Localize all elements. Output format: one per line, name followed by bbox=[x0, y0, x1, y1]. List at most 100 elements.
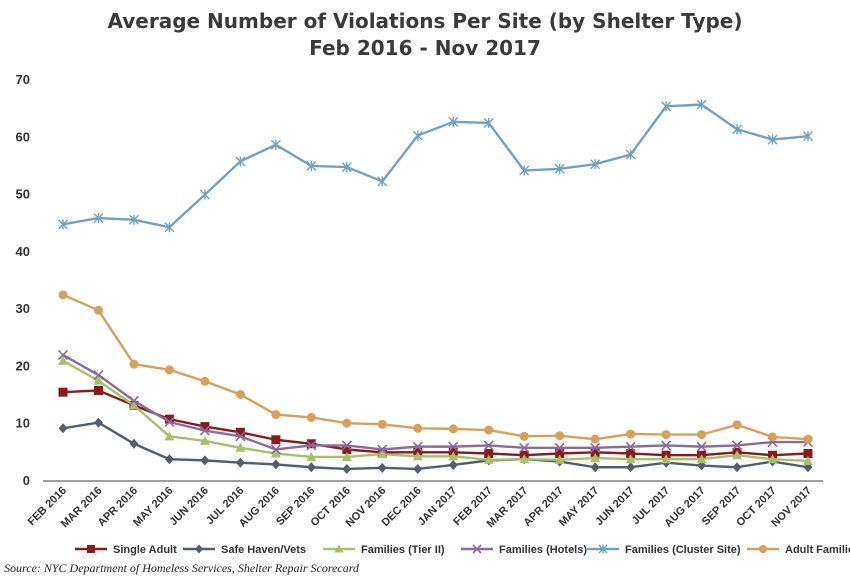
data-point bbox=[306, 451, 317, 461]
data-point bbox=[164, 365, 174, 375]
series-line bbox=[62, 353, 808, 451]
data-point bbox=[58, 355, 68, 365]
data-point bbox=[334, 544, 344, 553]
data-point bbox=[164, 414, 174, 424]
y-tick-label: 70 bbox=[16, 72, 30, 87]
data-point bbox=[271, 435, 281, 445]
data-point bbox=[199, 189, 210, 200]
data-point bbox=[554, 163, 565, 174]
data-point bbox=[732, 462, 742, 473]
data-point bbox=[448, 116, 459, 127]
series-line bbox=[62, 293, 809, 441]
series-safe-haven-vets bbox=[58, 417, 813, 474]
data-point bbox=[271, 410, 281, 420]
data-point bbox=[129, 359, 139, 369]
series-families-cluster-site bbox=[58, 99, 813, 233]
series-families-tier-ii bbox=[58, 355, 813, 465]
data-point bbox=[448, 424, 458, 434]
legend-item: Families (Hotels) bbox=[461, 544, 587, 556]
data-point bbox=[235, 156, 246, 167]
data-point bbox=[625, 441, 636, 452]
data-point bbox=[696, 99, 707, 110]
data-point bbox=[271, 459, 281, 470]
data-point bbox=[270, 444, 281, 455]
data-point bbox=[129, 438, 139, 449]
data-point bbox=[235, 427, 245, 437]
data-point bbox=[626, 449, 636, 459]
legend-item: Safe Haven/Vets bbox=[183, 544, 306, 556]
data-point bbox=[200, 422, 210, 432]
data-point bbox=[199, 425, 210, 436]
data-point bbox=[199, 435, 210, 445]
data-point bbox=[93, 369, 104, 381]
y-tick-label: 20 bbox=[16, 358, 30, 373]
data-point bbox=[661, 430, 671, 440]
data-point bbox=[661, 101, 672, 112]
data-point bbox=[58, 290, 68, 300]
data-point bbox=[732, 124, 743, 135]
x-tick-label: JUN 2017 bbox=[593, 485, 637, 529]
legend-label: Families (Hotels) bbox=[499, 544, 587, 556]
data-point bbox=[377, 444, 388, 455]
data-point bbox=[93, 385, 103, 395]
data-point bbox=[306, 160, 317, 171]
y-axis: 0 10 20 30 40 50 60 70 bbox=[16, 72, 30, 488]
data-point bbox=[412, 130, 423, 141]
data-point bbox=[732, 450, 743, 460]
data-point bbox=[413, 463, 423, 474]
data-point bbox=[342, 444, 352, 454]
data-point bbox=[377, 176, 388, 187]
data-point bbox=[767, 454, 778, 464]
series-adult-families bbox=[58, 290, 813, 444]
data-point bbox=[661, 454, 672, 464]
data-point bbox=[200, 376, 210, 386]
data-point bbox=[625, 454, 636, 464]
data-point bbox=[377, 462, 387, 473]
data-point bbox=[696, 441, 707, 452]
y-tick-label: 40 bbox=[16, 244, 30, 259]
x-tick-label: JUN 2016 bbox=[168, 485, 212, 529]
data-point bbox=[93, 375, 104, 385]
data-point bbox=[412, 441, 423, 452]
data-point bbox=[413, 423, 423, 433]
legend-item: Adult Families bbox=[747, 544, 850, 556]
data-point bbox=[697, 430, 707, 440]
data-point bbox=[306, 440, 317, 451]
data-point bbox=[554, 442, 565, 453]
data-point bbox=[590, 434, 600, 444]
legend-label: Safe Haven/Vets bbox=[221, 544, 306, 556]
data-point bbox=[93, 305, 103, 315]
legend-item: Single Adult bbox=[75, 544, 177, 556]
y-tick-label: 50 bbox=[16, 187, 30, 202]
data-point bbox=[341, 451, 352, 461]
chart-title-line1: Average Number of Violations Per Site (b… bbox=[107, 9, 743, 33]
data-point bbox=[732, 420, 742, 430]
series-line bbox=[62, 389, 809, 457]
data-point bbox=[58, 387, 68, 397]
legend: Single Adult Safe Haven/Vets Families (Tie… bbox=[75, 544, 850, 556]
data-point bbox=[696, 454, 707, 464]
data-point bbox=[554, 454, 565, 464]
data-point bbox=[58, 423, 68, 434]
data-point bbox=[590, 442, 601, 453]
y-tick-label: 30 bbox=[16, 301, 30, 316]
data-point bbox=[590, 447, 600, 457]
data-point bbox=[164, 431, 175, 441]
data-point bbox=[306, 439, 316, 449]
data-point bbox=[341, 440, 352, 451]
data-point bbox=[200, 455, 210, 466]
data-point bbox=[235, 457, 245, 468]
data-point bbox=[519, 431, 529, 441]
data-point bbox=[768, 432, 778, 442]
series-layer bbox=[57, 99, 814, 474]
data-point bbox=[270, 448, 281, 458]
y-tick-label: 60 bbox=[16, 129, 30, 144]
data-point bbox=[555, 431, 565, 441]
data-point bbox=[483, 454, 494, 464]
data-point bbox=[93, 417, 103, 428]
source-note: Source: NYC Department of Homeless Servi… bbox=[4, 561, 359, 575]
data-point bbox=[555, 449, 565, 459]
data-point bbox=[377, 419, 387, 429]
